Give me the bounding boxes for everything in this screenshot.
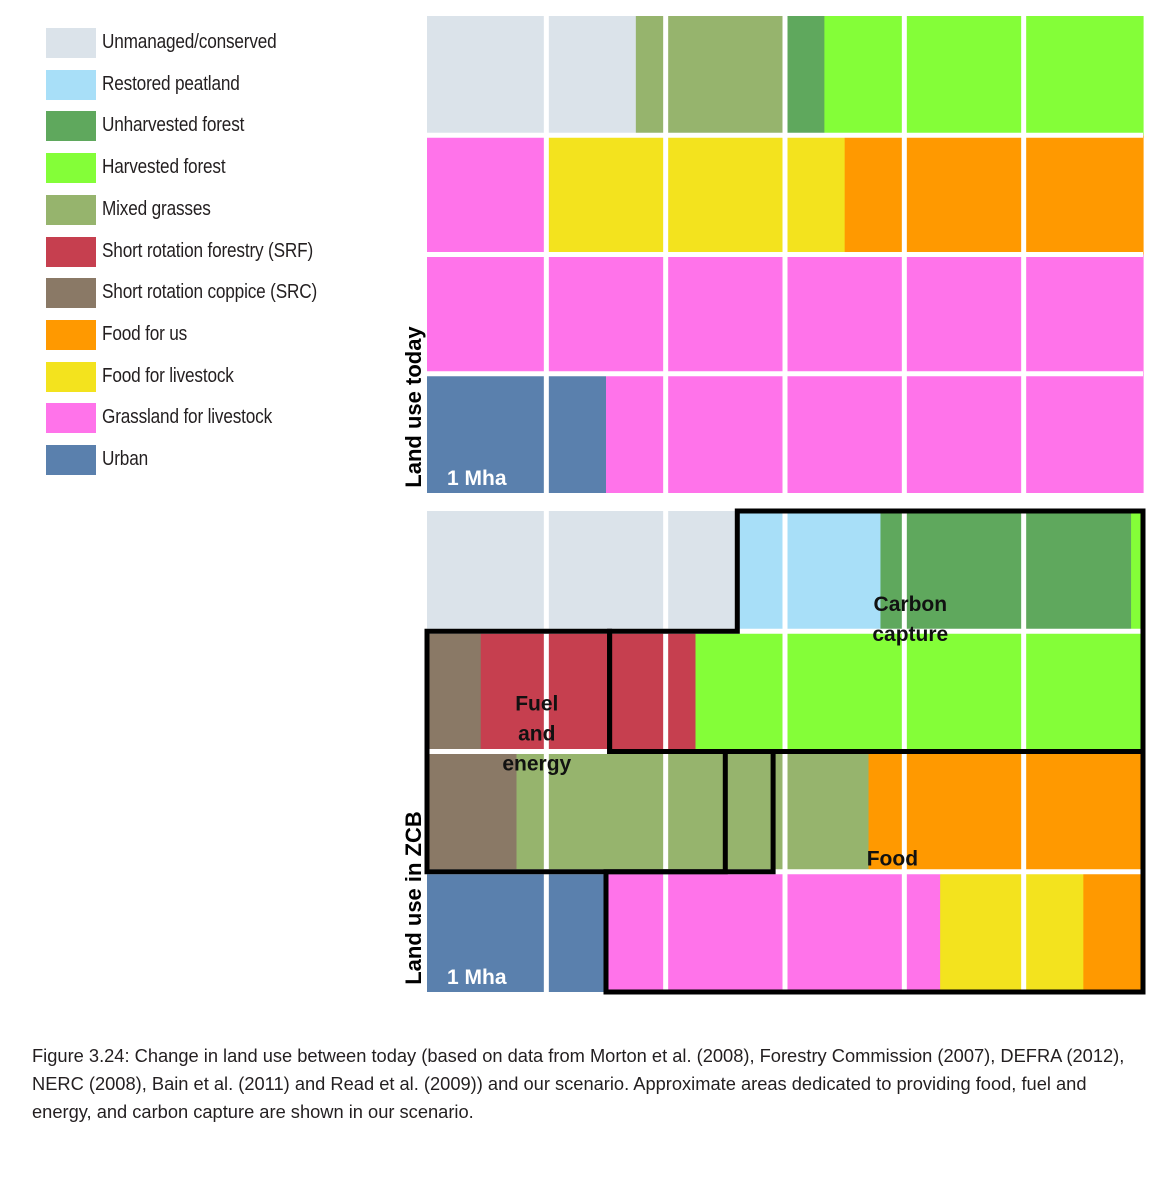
legend-label: Unharvested forest: [102, 114, 245, 137]
segment-mixed: [516, 751, 870, 872]
segment-harvested: [1131, 511, 1144, 632]
unit-label: 1 Mha: [447, 467, 507, 490]
segment-urban: [546, 871, 607, 992]
segment-mixed: [635, 16, 667, 136]
region-label-carbon-capture: Carbon: [874, 593, 948, 616]
segment-urban: [427, 373, 547, 493]
segment-harvested: [1023, 16, 1144, 136]
panel-title: Land use today: [401, 326, 426, 488]
segment-food_livestock: [546, 135, 667, 255]
segment-src: [427, 631, 482, 752]
legend-swatch: [46, 236, 96, 267]
segment-food_us: [1083, 871, 1144, 992]
segment-food_livestock: [665, 135, 786, 255]
segment-mixed: [665, 16, 786, 136]
legend-swatch: [46, 194, 96, 225]
segment-urban: [427, 871, 547, 992]
panel-title: Land use in ZCB: [401, 811, 426, 985]
unit-label: 1 Mha: [447, 966, 507, 989]
legend-label: Food for us: [102, 322, 188, 345]
segment-food_us: [1023, 135, 1144, 255]
segment-food_us: [844, 135, 905, 255]
region-outline-fuel-and-energy: [424, 628, 728, 875]
legend-swatch: [46, 403, 96, 434]
legend-label: Grassland for livestock: [102, 406, 273, 429]
segment-grassland: [606, 871, 941, 992]
legend-label: Short rotation coppice (SRC): [102, 281, 318, 304]
segment-unmanaged: [546, 16, 637, 136]
segment-unmanaged: [427, 16, 547, 136]
legend-swatch: [46, 361, 96, 392]
segment-src: [427, 751, 518, 872]
legend-swatch: [46, 111, 96, 142]
legend-label: Mixed grasses: [102, 197, 211, 220]
waffle-panel-today: 1 Mha Land use today: [401, 16, 1144, 493]
segment-food_us: [868, 751, 1144, 872]
segment-harvested: [824, 16, 905, 136]
region-label-food: Food: [867, 848, 918, 871]
legend-label: Urban: [102, 448, 148, 470]
segment-srf: [480, 631, 697, 752]
segment-grassland: [427, 135, 547, 255]
region-label-fuel-and-energy: Fuel: [515, 693, 558, 716]
segment-grassland: [606, 373, 667, 493]
segment-unharvested: [785, 16, 825, 136]
segment-food_livestock: [940, 871, 1084, 992]
segment-unharvested: [880, 511, 1132, 632]
region-label-fuel-and-energy: and: [518, 723, 555, 746]
segment-food_us: [904, 135, 1025, 255]
segment-peat: [737, 511, 882, 632]
land-use-chart: 1 Mha Land use today 1 Mha Land use in ZCB C…: [401, 16, 1146, 995]
region-outline-food: [603, 749, 1146, 995]
legend-label: Restored peatland: [102, 72, 240, 95]
legend-label: Short rotation forestry (SRF): [102, 239, 314, 262]
legend-swatch: [46, 153, 96, 184]
waffle-panel-zcb: 1 Mha Land use in ZCB Carbon capture Fuel and…: [401, 508, 1146, 995]
segment-urban: [546, 373, 607, 493]
segment-harvested: [695, 631, 1144, 752]
figure-caption: Figure 3.24: Change in land use between …: [32, 1045, 1125, 1122]
legend-swatch: [46, 278, 96, 309]
legend-label: Unmanaged/conserved: [102, 31, 277, 53]
segment-food_livestock: [785, 135, 846, 255]
segment-unmanaged: [427, 511, 738, 632]
legend-swatch: [46, 28, 96, 58]
legend-swatch: [46, 69, 96, 100]
legend-label: Food for livestock: [102, 364, 234, 387]
segment-harvested: [904, 16, 1025, 136]
region-label-fuel-and-energy: energy: [502, 753, 571, 776]
region-label-carbon-capture: capture: [872, 623, 948, 646]
legend-label: Harvested forest: [102, 156, 226, 179]
legend-swatch: [46, 319, 96, 350]
legend-swatch: [46, 445, 96, 475]
